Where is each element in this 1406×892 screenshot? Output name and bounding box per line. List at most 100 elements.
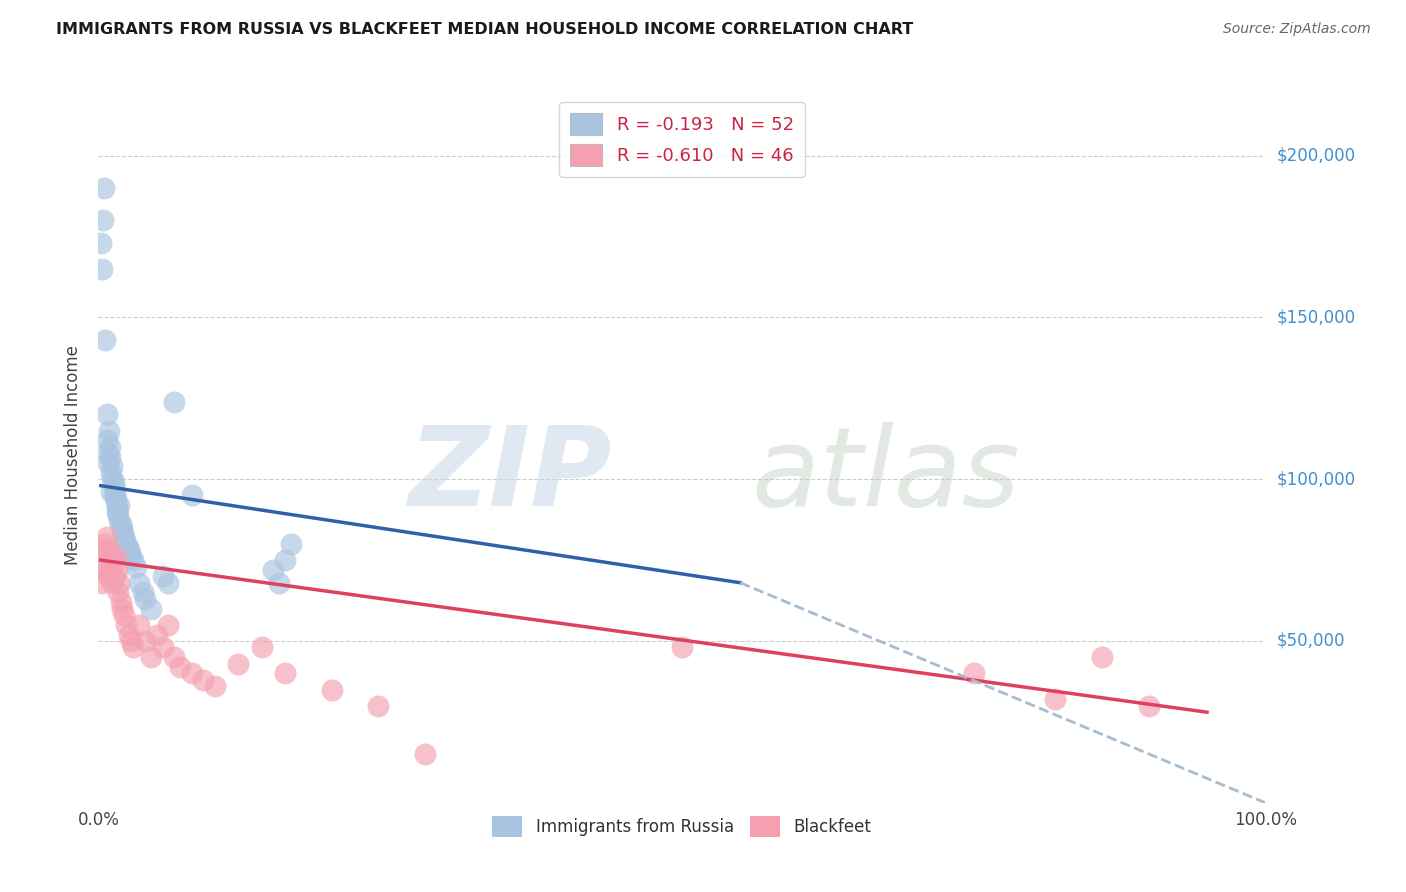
- Point: [413, 747, 436, 762]
- Point: [90, 261, 112, 276]
- Point: [1091, 650, 1114, 665]
- Point: [110, 517, 132, 532]
- Point: [94, 553, 117, 567]
- Point: [93, 537, 115, 551]
- Point: [1045, 692, 1067, 706]
- Point: [134, 591, 156, 606]
- Point: [94, 333, 117, 347]
- Point: [115, 617, 138, 632]
- Point: [105, 501, 128, 516]
- Point: [97, 569, 120, 583]
- Text: ZIP: ZIP: [408, 422, 612, 529]
- Point: [108, 514, 131, 528]
- Point: [671, 640, 693, 655]
- Point: [111, 521, 134, 535]
- Point: [98, 440, 121, 454]
- Point: [112, 608, 135, 623]
- Point: [90, 543, 112, 558]
- Point: [152, 640, 174, 655]
- Text: IMMIGRANTS FROM RUSSIA VS BLACKFEET MEDIAN HOUSEHOLD INCOME CORRELATION CHART: IMMIGRANTS FROM RUSSIA VS BLACKFEET MEDI…: [56, 22, 914, 37]
- Point: [117, 540, 139, 554]
- Point: [101, 575, 124, 590]
- Text: $150,000: $150,000: [1277, 309, 1355, 326]
- Point: [204, 679, 226, 693]
- Point: [122, 553, 145, 567]
- Point: [163, 650, 186, 665]
- Point: [118, 547, 141, 561]
- Point: [157, 575, 180, 590]
- Point: [128, 617, 150, 632]
- Point: [100, 485, 122, 500]
- Point: [91, 563, 114, 577]
- Point: [146, 627, 169, 641]
- Point: [262, 563, 284, 577]
- Text: Source: ZipAtlas.com: Source: ZipAtlas.com: [1223, 22, 1371, 37]
- Point: [274, 666, 297, 681]
- Point: [114, 533, 136, 548]
- Point: [103, 478, 125, 492]
- Point: [112, 531, 135, 545]
- Point: [93, 181, 115, 195]
- Text: $200,000: $200,000: [1277, 146, 1355, 165]
- Point: [139, 601, 162, 615]
- Point: [163, 394, 186, 409]
- Point: [100, 466, 122, 480]
- Text: atlas: atlas: [752, 422, 1021, 529]
- Legend: Immigrants from Russia, Blackfeet: Immigrants from Russia, Blackfeet: [485, 810, 879, 843]
- Point: [280, 537, 302, 551]
- Point: [90, 575, 112, 590]
- Point: [96, 434, 118, 448]
- Point: [157, 617, 180, 632]
- Point: [180, 666, 202, 681]
- Point: [128, 575, 150, 590]
- Text: $50,000: $50,000: [1277, 632, 1346, 650]
- Point: [97, 446, 120, 460]
- Point: [120, 634, 142, 648]
- Point: [103, 557, 125, 571]
- Point: [108, 498, 131, 512]
- Point: [104, 485, 127, 500]
- Point: [96, 531, 118, 545]
- Point: [134, 634, 156, 648]
- Point: [107, 508, 129, 522]
- Point: [169, 660, 191, 674]
- Point: [118, 543, 141, 558]
- Point: [103, 475, 125, 490]
- Point: [105, 504, 128, 518]
- Point: [1137, 698, 1160, 713]
- Point: [321, 682, 343, 697]
- Y-axis label: Median Household Income: Median Household Income: [65, 345, 83, 565]
- Point: [97, 424, 120, 438]
- Point: [228, 657, 250, 671]
- Point: [125, 559, 148, 574]
- Point: [104, 488, 127, 502]
- Point: [96, 408, 118, 422]
- Point: [122, 640, 145, 655]
- Point: [97, 456, 120, 470]
- Point: [108, 575, 131, 590]
- Point: [118, 627, 141, 641]
- Point: [110, 595, 132, 609]
- Point: [98, 450, 121, 464]
- Point: [367, 698, 389, 713]
- Point: [274, 553, 297, 567]
- Point: [98, 563, 121, 577]
- Point: [269, 575, 291, 590]
- Point: [104, 549, 127, 564]
- Point: [104, 569, 127, 583]
- Point: [97, 543, 120, 558]
- Point: [250, 640, 273, 655]
- Point: [111, 524, 134, 538]
- Text: $100,000: $100,000: [1277, 470, 1355, 488]
- Point: [193, 673, 215, 687]
- Point: [111, 601, 134, 615]
- Point: [962, 666, 984, 681]
- Point: [120, 549, 142, 564]
- Point: [101, 472, 124, 486]
- Point: [105, 563, 128, 577]
- Point: [107, 585, 129, 599]
- Point: [101, 459, 124, 474]
- Point: [90, 235, 112, 250]
- Point: [91, 213, 114, 227]
- Point: [100, 549, 122, 564]
